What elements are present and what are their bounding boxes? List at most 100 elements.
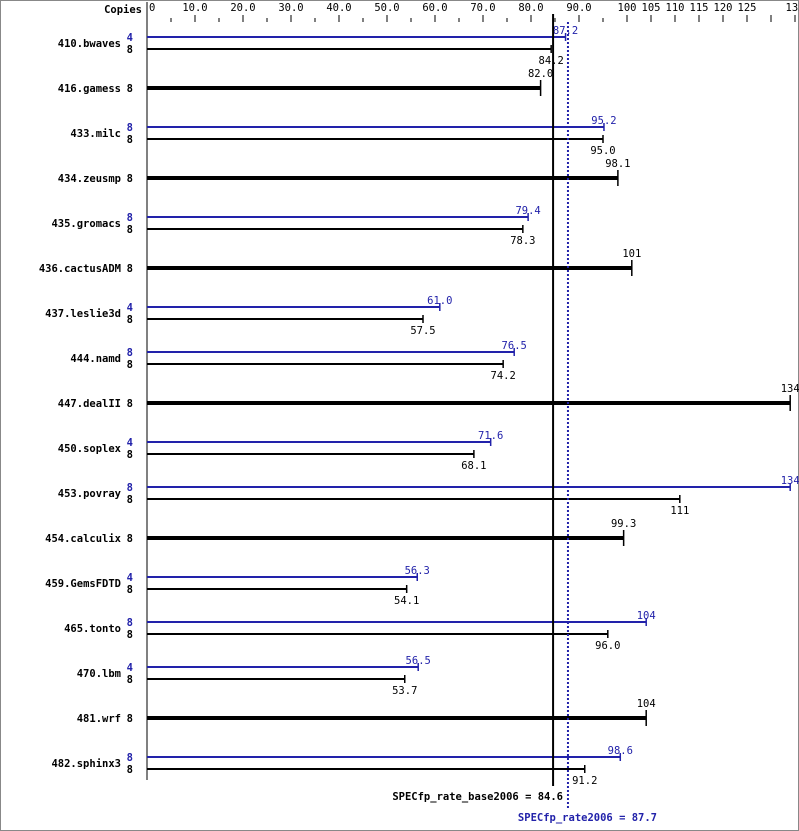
base-copies: 8: [127, 263, 133, 275]
base-copies: 8: [127, 629, 133, 641]
base-value-label: 78.3: [510, 235, 535, 247]
benchmark-row: 435.gromacs 88 79.4 78.3: [51, 205, 540, 247]
base-copies: 8: [127, 449, 133, 461]
base-value-label: 57.5: [410, 325, 435, 337]
benchmark-row: 416.gamess 8 82.0: [58, 68, 553, 96]
benchmark-row: 454.calculix 8 99.3: [45, 518, 636, 546]
peak-copies: 8: [127, 752, 133, 764]
x-tick-label: 40.0: [326, 2, 351, 14]
x-tick-label: 80.0: [518, 2, 543, 14]
base-value-label: 84.2: [539, 55, 564, 67]
benchmark-name: 454.calculix: [45, 533, 122, 545]
benchmark-row: 482.sphinx3 88 98.6 91.2: [51, 745, 632, 787]
benchmark-name: 434.zeusmp: [58, 173, 121, 185]
peak-value-label: 79.4: [515, 205, 540, 217]
benchmark-row: 459.GemsFDTD 48 56.3 54.1: [45, 565, 430, 607]
base-copies: 8: [127, 359, 133, 371]
benchmark-name: 410.bwaves: [58, 38, 121, 50]
x-tick-label: 105: [642, 2, 661, 14]
peak-copies: 8: [127, 212, 133, 224]
base-copies: 8: [127, 398, 133, 410]
base-value-label: 95.0: [590, 145, 615, 157]
base-value-label: 98.1: [605, 158, 630, 170]
x-tick-label: 110: [666, 2, 685, 14]
benchmark-row: 453.povray 88 134 111: [58, 475, 799, 517]
benchmark-row: 447.dealII 8 134: [58, 383, 799, 411]
base-copies: 8: [127, 674, 133, 686]
base-copies: 8: [127, 584, 133, 596]
peak-value-label: 76.5: [502, 340, 527, 352]
benchmark-name: 435.gromacs: [51, 218, 121, 230]
base-copies: 8: [127, 224, 133, 236]
benchmark-name: 470.lbm: [77, 668, 121, 680]
peak-copies: 8: [127, 482, 133, 494]
base-copies: 8: [127, 44, 133, 56]
x-tick-label: 100: [618, 2, 637, 14]
benchmark-name: 482.sphinx3: [51, 758, 121, 770]
base-value-label: 68.1: [461, 460, 486, 472]
base-copies: 8: [127, 713, 133, 725]
benchmark-name: 433.milc: [70, 128, 121, 140]
base-value-label: 53.7: [392, 685, 417, 697]
peak-mean-label: SPECfp_rate2006 = 87.7: [518, 812, 657, 824]
base-copies: 8: [127, 134, 133, 146]
benchmark-name: 481.wrf: [77, 713, 121, 725]
peak-value-label: 56.3: [405, 565, 430, 577]
base-value-label: 111: [670, 505, 689, 517]
benchmark-row: 434.zeusmp 8 98.1: [58, 158, 631, 186]
benchmark-name: 453.povray: [58, 488, 122, 500]
peak-copies: 4: [127, 662, 133, 674]
x-tick-label: 90.0: [566, 2, 591, 14]
copies-header: Copies: [104, 4, 142, 16]
peak-value-label: 95.2: [591, 115, 616, 127]
benchmark-name: 416.gamess: [58, 83, 121, 95]
benchmark-row: 437.leslie3d 48 61.0 57.5: [45, 295, 452, 337]
base-copies: 8: [127, 533, 133, 545]
base-value-label: 134: [781, 383, 799, 395]
x-tick-label: 20.0: [230, 2, 255, 14]
peak-value-label: 87.2: [553, 25, 578, 37]
x-tick-label: 50.0: [374, 2, 399, 14]
benchmark-row: 450.soplex 48 71.6 68.1: [58, 430, 504, 472]
benchmark-name: 444.namd: [70, 353, 121, 365]
benchmark-row: 465.tonto 88 104 96.0: [64, 610, 656, 652]
benchmark-name: 437.leslie3d: [45, 308, 121, 320]
benchmark-row: 481.wrf 8 104: [77, 698, 656, 726]
x-tick-label: 30.0: [278, 2, 303, 14]
peak-copies: 8: [127, 347, 133, 359]
base-copies: 8: [127, 494, 133, 506]
benchmark-row: 444.namd 88 76.5 74.2: [70, 340, 526, 382]
x-tick-label: 70.0: [470, 2, 495, 14]
base-copies: 8: [127, 173, 133, 185]
x-tick-label: 135: [786, 2, 799, 14]
base-value-label: 101: [622, 248, 641, 260]
peak-copies: 4: [127, 437, 133, 449]
base-copies: 8: [127, 764, 133, 776]
x-tick-label: 115: [690, 2, 709, 14]
base-value-label: 91.2: [572, 775, 597, 787]
peak-value-label: 134: [781, 475, 799, 487]
x-tick-label: 10.0: [182, 2, 207, 14]
peak-value-label: 98.6: [608, 745, 633, 757]
x-tick-label: 60.0: [422, 2, 447, 14]
benchmark-name: 447.dealII: [58, 398, 121, 410]
benchmark-row: 410.bwaves 48 87.2 84.2: [58, 25, 578, 67]
peak-value-label: 56.5: [406, 655, 431, 667]
benchmark-row: 436.cactusADM 8 101: [39, 248, 641, 276]
base-value-label: 82.0: [528, 68, 553, 80]
peak-value-label: 104: [637, 610, 656, 622]
benchmark-name: 436.cactusADM: [39, 263, 121, 275]
benchmark-name: 450.soplex: [58, 443, 122, 455]
base-value-label: 54.1: [394, 595, 419, 607]
x-tick-label: 125: [738, 2, 757, 14]
peak-copies: 4: [127, 32, 133, 44]
base-value-label: 104: [637, 698, 656, 710]
base-copies: 8: [127, 314, 133, 326]
base-value-label: 99.3: [611, 518, 636, 530]
benchmark-row: 433.milc 88 95.2 95.0: [70, 115, 616, 157]
peak-copies: 8: [127, 122, 133, 134]
benchmark-name: 459.GemsFDTD: [45, 578, 121, 590]
peak-copies: 8: [127, 617, 133, 629]
